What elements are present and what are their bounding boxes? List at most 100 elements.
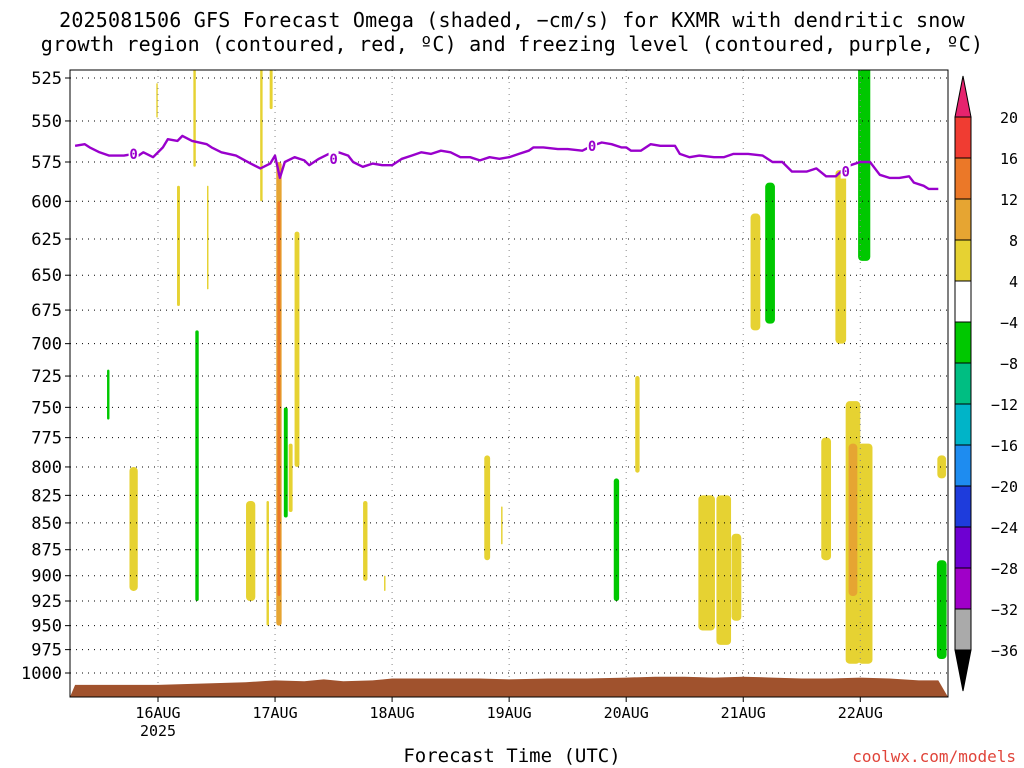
y-tick-label: 650 xyxy=(31,266,62,286)
chart-title-line-2: growth region (contoured, red, ºC) and f… xyxy=(40,32,984,56)
freezing-label-bg xyxy=(128,144,139,161)
colorbar-label: −28 xyxy=(991,560,1018,578)
omega-cell xyxy=(716,495,732,645)
colorbar-segment xyxy=(954,321,972,364)
colorbar-segment xyxy=(954,444,972,487)
colorbar-label: 12 xyxy=(1000,191,1018,209)
omega-cell xyxy=(266,500,269,626)
omega-cell xyxy=(821,437,832,561)
y-tick-label: 875 xyxy=(31,541,62,561)
colorbar-segment xyxy=(954,403,972,446)
colorbar-cap-top xyxy=(954,75,972,118)
colorbar-segment xyxy=(954,526,972,569)
y-tick-label: 725 xyxy=(31,367,62,387)
freezing-label-bg xyxy=(328,149,339,166)
omega-cell xyxy=(177,185,180,306)
colorbar-segment xyxy=(954,239,972,282)
colorbar-segment xyxy=(954,198,972,241)
x-tick-year-label: 2025 xyxy=(140,722,176,740)
x-tick-label: 18AUG xyxy=(370,704,415,722)
y-tick-label: 700 xyxy=(31,335,62,355)
freezing-label-bg xyxy=(587,136,598,153)
colorbar-label: −8 xyxy=(1000,355,1018,373)
omega-cell xyxy=(384,575,386,591)
omega-cell xyxy=(635,376,640,473)
omega-cell xyxy=(193,70,196,167)
website-credit[interactable]: coolwx.com/models xyxy=(852,747,1016,766)
colorbar-label: −16 xyxy=(991,437,1018,455)
colorbar-label: −4 xyxy=(1000,314,1018,332)
colorbar-label: 4 xyxy=(1009,273,1018,291)
x-axis-label: Forecast Time (UTC) xyxy=(403,745,621,767)
colorbar-segment xyxy=(954,485,972,528)
colorbar-label: −36 xyxy=(991,642,1018,660)
colorbar-segment xyxy=(954,116,972,159)
terrain-fill xyxy=(70,676,948,697)
omega-cell xyxy=(858,70,871,261)
omega-cell xyxy=(246,500,256,602)
omega-cell xyxy=(277,201,281,597)
omega-cell xyxy=(731,533,742,621)
freezing-label-bg xyxy=(840,162,851,179)
omega-cell xyxy=(207,185,209,290)
omega-cell xyxy=(260,70,263,202)
omega-cell xyxy=(195,330,199,602)
y-tick-label: 575 xyxy=(31,153,62,173)
freezing-level-label: 0 xyxy=(841,165,849,181)
y-tick-label: 900 xyxy=(31,567,62,587)
y-tick-label: 675 xyxy=(31,301,62,321)
y-tick-label: 800 xyxy=(31,458,62,478)
freezing-level-label: 0 xyxy=(129,147,137,163)
freezing-level-line xyxy=(74,134,939,191)
freezing-level-contour: 0 0 0 0 xyxy=(74,134,939,191)
y-tick-label: 600 xyxy=(31,192,62,212)
omega-cell xyxy=(698,495,715,631)
y-tick-label: 925 xyxy=(31,592,62,612)
colorbar-label: −20 xyxy=(991,478,1018,496)
colorbar-label: −24 xyxy=(991,519,1018,537)
grid-lines xyxy=(70,70,948,697)
omega-cell xyxy=(937,455,947,479)
y-tick-label: 1000 xyxy=(21,664,62,684)
omega-cell xyxy=(269,70,273,110)
omega-cell xyxy=(107,369,110,420)
colorbar-label: 20 xyxy=(1000,109,1018,127)
omega-cell xyxy=(156,83,158,118)
omega-cell xyxy=(835,169,847,344)
omega-cell xyxy=(857,443,873,664)
omega-cell xyxy=(765,182,775,324)
y-tick-label: 950 xyxy=(31,617,62,637)
colorbar-cap-bottom xyxy=(954,649,972,692)
colorbar-segment xyxy=(954,362,972,405)
y-tick-label: 750 xyxy=(31,398,62,418)
y-tick-label: 550 xyxy=(31,112,62,132)
omega-cell xyxy=(484,455,491,561)
x-tick-label: 17AUG xyxy=(252,704,297,722)
freezing-level-label: 0 xyxy=(588,139,596,155)
x-tick-label: 21AUG xyxy=(721,704,766,722)
omega-cell xyxy=(283,407,288,518)
y-tick-label: 975 xyxy=(31,641,62,661)
omega-cell xyxy=(288,443,293,513)
y-axis-ticks: 525 550 575 600 625 650 675 700 725 750 775 800 825 8… xyxy=(21,69,70,684)
omega-cell xyxy=(129,466,138,591)
omega-cell xyxy=(750,213,761,331)
omega-cell xyxy=(501,506,503,545)
omega-cell xyxy=(936,560,947,660)
y-tick-label: 850 xyxy=(31,514,62,534)
omega-shading xyxy=(107,70,947,664)
omega-cell xyxy=(294,231,300,467)
x-tick-label: 19AUG xyxy=(487,704,532,722)
x-tick-label: 16AUG xyxy=(135,704,180,722)
colorbar-segment xyxy=(954,608,972,651)
y-tick-label: 775 xyxy=(31,429,62,449)
freezing-level-label: 0 xyxy=(329,152,337,168)
y-tick-label: 825 xyxy=(31,486,62,506)
chart-title-line-1: 2025081506 GFS Forecast Omega (shaded, −… xyxy=(59,8,965,32)
colorbar-label: −32 xyxy=(991,601,1018,619)
x-tick-label: 20AUG xyxy=(604,704,649,722)
plot-frame xyxy=(69,69,949,698)
colorbar-label: 8 xyxy=(1009,232,1018,250)
colorbar-label: −12 xyxy=(991,396,1018,414)
